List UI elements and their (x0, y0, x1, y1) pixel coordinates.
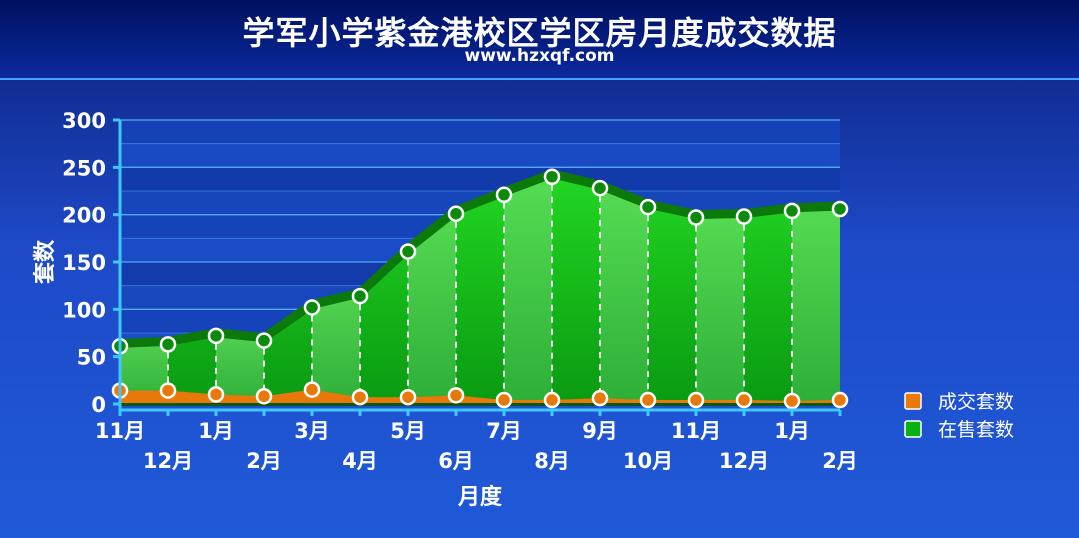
deal-point (687, 391, 705, 409)
sale-point (495, 186, 513, 204)
x-tick-label: 9月 (582, 419, 618, 443)
x-tick-label: 7月 (486, 419, 522, 443)
sale-point (255, 332, 273, 349)
plot-band (120, 120, 840, 144)
sale-point (591, 179, 609, 197)
x-tick-label: 2月 (822, 449, 858, 473)
y-tick-label: 50 (77, 346, 106, 370)
sale-point (543, 168, 561, 186)
legend-label: 在售套数 (938, 419, 1014, 441)
deal-area (120, 389, 840, 404)
x-tick-label: 12月 (143, 449, 193, 473)
x-axis-label: 月度 (457, 484, 503, 510)
x-tick-label: 1月 (198, 419, 234, 443)
y-tick-label: 150 (62, 251, 106, 275)
x-tick-label: 11月 (671, 419, 721, 443)
deal-point (399, 388, 417, 406)
sale-point (783, 202, 801, 220)
sale-point (351, 287, 369, 305)
sale-area-band (696, 216, 744, 404)
deal-point (159, 382, 177, 399)
x-tick-label: 5月 (390, 419, 426, 443)
deal-point (495, 391, 513, 409)
sale-area-band (120, 344, 168, 404)
x-tick-label: 11月 (95, 419, 145, 443)
y-tick-label: 200 (62, 204, 106, 228)
sale-point (399, 243, 417, 260)
baseline (120, 403, 840, 406)
sale-area-band (504, 176, 552, 404)
x-tick-label: 1月 (774, 419, 810, 443)
y-axis-label: 套数 (32, 239, 58, 284)
deal-point (255, 388, 273, 405)
sale-point (831, 200, 849, 218)
x-tick-label: 12月 (719, 449, 769, 473)
legend-swatch (904, 420, 922, 438)
deal-point (543, 391, 561, 409)
chart-subtitle: www.hzxqf.com (464, 46, 615, 66)
x-tick-label: 3月 (294, 419, 330, 443)
sale-point (639, 198, 657, 216)
sale-area-band (600, 188, 648, 404)
plot-band (120, 167, 840, 191)
y-tick-label: 250 (62, 156, 106, 180)
sale-point (207, 327, 225, 345)
sale-point (159, 336, 177, 353)
deal-point (303, 381, 321, 398)
sale-area-band (216, 335, 264, 404)
x-tick-label: 4月 (342, 449, 378, 473)
chart-title: 学军小学紫金港校区学区房月度成交数据 (242, 14, 837, 52)
deal-point (447, 387, 465, 404)
sale-area-band (792, 208, 840, 404)
deal-point (639, 391, 657, 409)
sale-point (447, 205, 465, 222)
legend-label: 成交套数 (938, 391, 1014, 413)
x-tick-label: 2月 (246, 449, 282, 473)
x-tick-label: 6月 (438, 449, 474, 473)
legend-swatch (904, 392, 922, 410)
sale-area (120, 176, 840, 404)
deal-point (351, 388, 369, 406)
sale-point (735, 208, 753, 225)
deal-point (735, 391, 753, 409)
sale-line (119, 169, 841, 348)
y-tick-label: 0 (91, 393, 106, 417)
sale-point (303, 299, 321, 316)
sale-point (687, 209, 705, 226)
sale-area-band (408, 213, 456, 404)
header: 学军小学紫金港校区学区房月度成交数据 www.hzxqf.com (0, 0, 1079, 80)
deal-point (831, 391, 849, 409)
x-tick-label: 8月 (534, 449, 570, 473)
y-tick-label: 300 (62, 109, 106, 133)
deal-point (783, 392, 801, 410)
deal-point (591, 389, 609, 407)
sale-area-band (312, 296, 360, 404)
deal-point (207, 386, 225, 403)
x-tick-label: 10月 (623, 449, 673, 473)
y-tick-label: 100 (62, 298, 106, 322)
plot-band (120, 143, 840, 168)
